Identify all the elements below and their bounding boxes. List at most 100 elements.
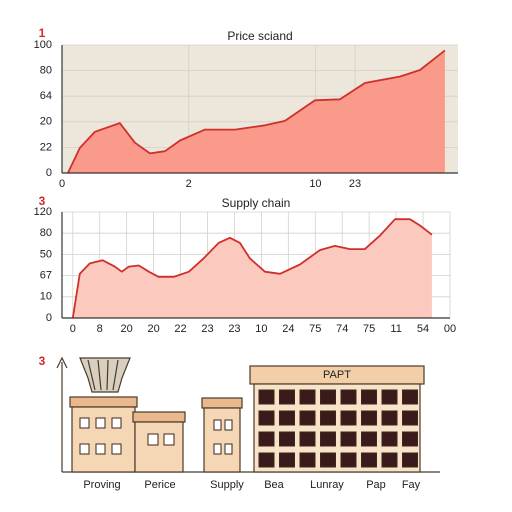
window bbox=[320, 410, 336, 426]
x-tick-label: 20 bbox=[147, 323, 159, 335]
building-label: Supply bbox=[210, 479, 244, 491]
window bbox=[381, 431, 398, 447]
x-tick-label: 22 bbox=[174, 323, 186, 335]
window bbox=[213, 443, 222, 455]
window bbox=[299, 452, 316, 468]
y-tick-label: 120 bbox=[34, 206, 52, 218]
area-line bbox=[71, 218, 433, 319]
window bbox=[361, 389, 377, 405]
fan-icon bbox=[79, 357, 131, 393]
window bbox=[361, 431, 377, 447]
window bbox=[224, 419, 233, 431]
y-tick-label: 67 bbox=[40, 270, 52, 282]
building bbox=[71, 406, 136, 473]
window bbox=[402, 389, 418, 405]
y-tick-label: 50 bbox=[40, 248, 52, 260]
window bbox=[79, 443, 90, 455]
window bbox=[279, 431, 295, 447]
chart-title: Price sciand bbox=[227, 29, 292, 43]
window bbox=[279, 452, 295, 468]
x-tick-label: 75 bbox=[309, 323, 321, 335]
window bbox=[299, 410, 316, 426]
building-label: Lunray bbox=[310, 479, 344, 491]
window bbox=[279, 389, 295, 405]
window bbox=[340, 452, 357, 468]
panel-label: 1 bbox=[39, 26, 46, 40]
building-label: Bea bbox=[264, 479, 284, 491]
windows bbox=[79, 389, 418, 468]
window bbox=[402, 452, 418, 468]
y-tick-label: 0 bbox=[46, 312, 52, 324]
building bbox=[203, 407, 241, 473]
building-label: Pap bbox=[366, 479, 386, 491]
x-tick-label: 75 bbox=[363, 323, 375, 335]
window bbox=[95, 417, 106, 429]
window bbox=[402, 410, 418, 426]
window bbox=[299, 389, 316, 405]
roof bbox=[201, 397, 243, 409]
x-tick-label: 74 bbox=[336, 323, 348, 335]
window bbox=[95, 443, 106, 455]
building-label: Fay bbox=[402, 479, 421, 491]
window bbox=[224, 443, 233, 455]
area-fill bbox=[67, 50, 445, 173]
window bbox=[402, 431, 418, 447]
window bbox=[361, 410, 377, 426]
x-tick-label: 00 bbox=[444, 323, 456, 335]
window bbox=[361, 452, 377, 468]
window bbox=[381, 410, 398, 426]
window bbox=[111, 443, 122, 455]
x-tick-label: 2 bbox=[186, 178, 192, 190]
arrow-head bbox=[56, 356, 68, 369]
window bbox=[320, 431, 336, 447]
y-tick-label: 80 bbox=[40, 65, 52, 77]
y-tick-label: 10 bbox=[40, 291, 52, 303]
area-fill bbox=[72, 219, 432, 318]
x-tick-label: 54 bbox=[417, 323, 429, 335]
y-tick-label: 20 bbox=[40, 116, 52, 128]
x-tick-label: 23 bbox=[201, 323, 213, 335]
roof bbox=[132, 411, 186, 423]
x-tick-label: 20 bbox=[121, 323, 133, 335]
window bbox=[163, 433, 175, 446]
window bbox=[213, 419, 222, 431]
window bbox=[340, 410, 357, 426]
window bbox=[320, 389, 336, 405]
window bbox=[79, 417, 90, 429]
sign-text: PAPT bbox=[323, 369, 351, 381]
building-label: Proving bbox=[83, 479, 120, 491]
area-line bbox=[67, 49, 446, 174]
y-tick-label: 22 bbox=[40, 141, 52, 153]
chart-title: Supply chain bbox=[222, 196, 291, 210]
fan-lines bbox=[87, 359, 119, 391]
y-tick-label: 100 bbox=[34, 39, 52, 51]
window bbox=[381, 389, 398, 405]
building bbox=[134, 421, 184, 473]
building-label: Perice bbox=[144, 479, 175, 491]
window bbox=[147, 433, 159, 446]
x-tick-label: 10 bbox=[255, 323, 267, 335]
x-tick-label: 0 bbox=[59, 178, 65, 190]
x-tick-label: 11 bbox=[390, 323, 401, 335]
x-tick-label: 23 bbox=[349, 178, 361, 190]
x-tick-label: 24 bbox=[282, 323, 294, 335]
panel-label: 3 bbox=[39, 194, 46, 208]
x-tick-label: 0 bbox=[70, 323, 76, 335]
window bbox=[258, 389, 275, 405]
y-tick-label: 64 bbox=[40, 90, 52, 102]
window bbox=[258, 410, 275, 426]
window bbox=[258, 452, 275, 468]
y-tick-label: 80 bbox=[40, 227, 52, 239]
window bbox=[258, 431, 275, 447]
y-tick-label: 0 bbox=[46, 167, 52, 179]
panel-label: 3 bbox=[39, 354, 46, 368]
window bbox=[340, 431, 357, 447]
window bbox=[320, 452, 336, 468]
roof bbox=[69, 396, 138, 408]
x-tick-label: 10 bbox=[309, 178, 321, 190]
window bbox=[299, 431, 316, 447]
x-tick-label: 8 bbox=[97, 323, 103, 335]
x-tick-label: 23 bbox=[228, 323, 240, 335]
window bbox=[381, 452, 398, 468]
window bbox=[111, 417, 122, 429]
